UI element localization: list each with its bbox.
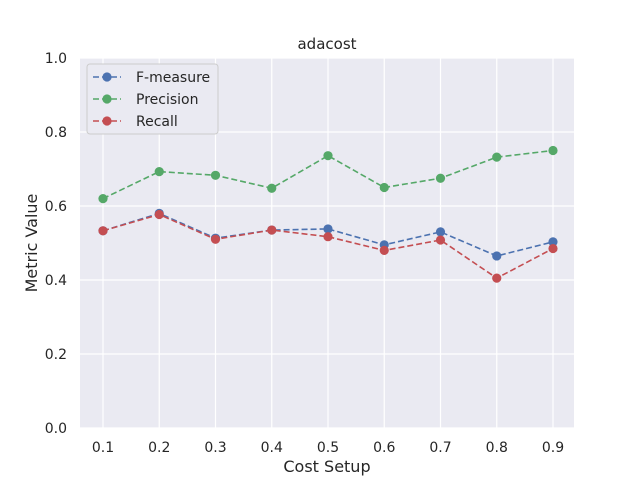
series-layer xyxy=(98,145,558,283)
data-point xyxy=(154,166,164,177)
x-tick-label: 0.6 xyxy=(373,440,395,456)
legend-item: Precision xyxy=(93,92,198,108)
data-point xyxy=(210,234,221,244)
x-tick-label: 0.7 xyxy=(429,440,451,456)
x-tick-label: 0.3 xyxy=(204,440,226,456)
y-axis-label: Metric Value xyxy=(22,194,41,293)
legend: F-measure Precision Recall xyxy=(86,63,219,135)
chart-title: adacost xyxy=(297,35,356,53)
series-line xyxy=(102,212,554,257)
legend-label: F-measure xyxy=(136,70,210,86)
x-tick-label: 0.5 xyxy=(317,440,339,456)
data-point xyxy=(548,237,558,247)
legend-label: Recall xyxy=(136,114,178,130)
data-point xyxy=(435,235,446,245)
series-line xyxy=(102,149,554,200)
x-tick-label: 0.2 xyxy=(148,440,170,456)
data-point xyxy=(210,170,221,180)
data-point xyxy=(379,245,389,255)
data-point xyxy=(323,224,333,234)
x-axis-label: Cost Setup xyxy=(283,457,370,476)
legend-box xyxy=(86,63,219,135)
legend-marker xyxy=(102,116,112,126)
x-tick-label: 0.9 xyxy=(542,440,564,456)
y-tick-label: 0.4 xyxy=(45,273,67,289)
legend-marker xyxy=(102,72,112,82)
legend-item: F-measure xyxy=(93,70,210,86)
series-precision xyxy=(98,145,558,204)
x-tick-label: 0.1 xyxy=(92,440,114,456)
y-tick-label: 1.0 xyxy=(45,51,67,67)
data-point xyxy=(154,209,164,220)
data-point xyxy=(548,145,558,156)
series-recall xyxy=(98,209,558,283)
legend-label: Precision xyxy=(136,92,198,108)
data-point xyxy=(323,232,333,242)
data-point xyxy=(267,183,277,193)
data-point xyxy=(435,227,446,237)
y-tick-label: 0.6 xyxy=(45,199,67,215)
legend-marker xyxy=(102,94,112,104)
x-tick-label: 0.8 xyxy=(486,440,508,456)
data-point xyxy=(267,225,277,235)
data-point xyxy=(98,194,108,204)
data-point xyxy=(323,151,333,161)
data-point xyxy=(492,251,502,261)
y-tick-label: 0.2 xyxy=(45,347,67,363)
y-axis-ticks: 0.0 0.2 0.4 0.6 0.8 1.0 xyxy=(45,51,67,437)
data-point xyxy=(379,182,389,193)
legend-item: Recall xyxy=(93,114,178,130)
data-point xyxy=(98,226,108,236)
x-tick-label: 0.4 xyxy=(261,440,283,456)
data-point xyxy=(548,243,558,254)
data-point xyxy=(492,273,502,283)
x-axis-ticks: 0.1 0.2 0.3 0.4 0.5 0.6 0.7 0.8 0.9 xyxy=(92,440,564,456)
data-point xyxy=(435,173,446,183)
y-tick-label: 0.8 xyxy=(45,125,67,141)
y-tick-label: 0.0 xyxy=(45,421,67,437)
data-point xyxy=(492,152,502,162)
